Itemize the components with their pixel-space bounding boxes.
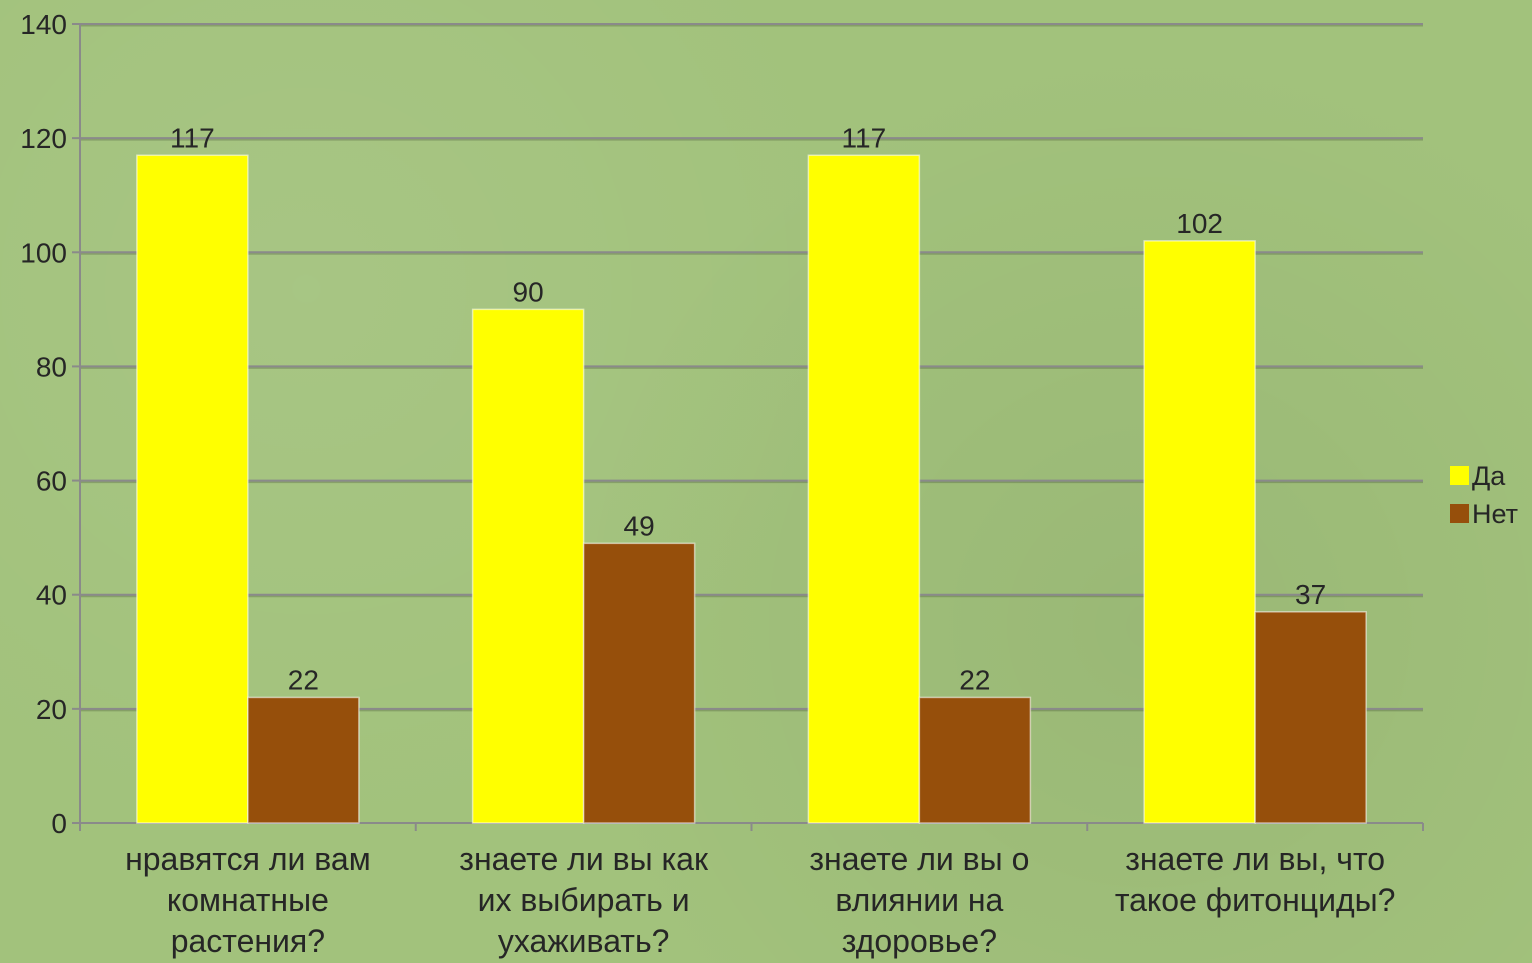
y-tick-label: 60 — [36, 466, 67, 497]
category-labels: нравятся ли вам комнатные растения? знаете … — [125, 841, 1395, 959]
category-label-line: знаете ли вы, что — [1125, 841, 1385, 877]
category-label-line: их выбирать и — [478, 882, 690, 918]
y-tick-label: 0 — [51, 808, 67, 839]
category-label-line: растения? — [171, 923, 325, 959]
bar-Нет-4 — [1254, 611, 1367, 824]
gridlines — [80, 23, 1423, 712]
y-tick-label: 80 — [36, 351, 67, 382]
category-label-line: ухаживать? — [498, 923, 670, 959]
category-label-line: нравятся ли вам — [125, 841, 371, 877]
legend-label: Да — [1472, 461, 1506, 491]
y-axis: 0 20 40 60 80 100 120 140 — [20, 9, 81, 839]
bar-Нет-3 — [918, 696, 1032, 824]
category-label: знаете ли вы о влиянии на здоровье? — [809, 841, 1029, 959]
bar-Да-1 — [136, 154, 249, 824]
y-tick-label: 120 — [20, 123, 67, 154]
data-label: 117 — [842, 122, 887, 153]
bar-Да-3 — [807, 154, 921, 824]
category-label: знаете ли вы, что такое фитонциды? — [1115, 841, 1396, 918]
legend-swatch — [1450, 504, 1469, 523]
data-label: 22 — [959, 664, 990, 695]
y-tick-label: 40 — [36, 580, 67, 611]
data-label: 90 — [513, 276, 544, 307]
x-axis — [79, 822, 1424, 831]
legend-swatch — [1450, 466, 1469, 485]
data-label: 102 — [1176, 208, 1223, 239]
category-label-line: здоровье? — [842, 923, 997, 959]
data-label: 117 — [170, 122, 215, 153]
bar-Нет-1 — [247, 696, 360, 824]
y-tick-label: 100 — [20, 237, 67, 268]
category-label: знаете ли вы как их выбирать и ухаживать? — [459, 841, 709, 959]
data-label: 49 — [624, 510, 655, 541]
category-label: нравятся ли вам комнатные растения? — [125, 841, 371, 959]
legend: Да Нет — [1450, 461, 1518, 529]
category-label-line: знаете ли вы как — [459, 841, 709, 877]
category-label-line: влиянии на — [835, 882, 1003, 918]
y-tick-label: 140 — [20, 9, 67, 40]
bar-Да-4 — [1143, 240, 1256, 824]
bar-Нет-2 — [582, 542, 696, 824]
category-label-line: комнатные — [167, 882, 329, 918]
y-tick-label: 20 — [36, 694, 67, 725]
data-labels: 117 90 117 102 22 49 22 37 — [170, 122, 1326, 695]
legend-label: Нет — [1472, 499, 1518, 529]
data-label: 37 — [1295, 579, 1326, 610]
category-label-line: такое фитонциды? — [1115, 882, 1396, 918]
data-label: 22 — [288, 664, 319, 695]
category-label-line: знаете ли вы о — [809, 841, 1029, 877]
bar-Да-2 — [471, 308, 585, 824]
bars — [136, 154, 1367, 824]
